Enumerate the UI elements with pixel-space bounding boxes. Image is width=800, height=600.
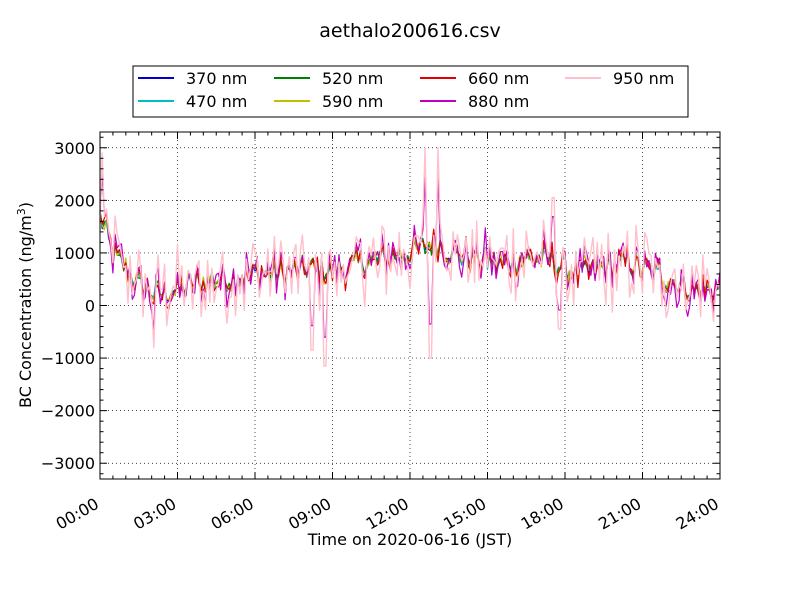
legend-label: 660 nm [468, 69, 529, 88]
y-tick-label: 0 [85, 297, 95, 316]
x-tick-label: 00:00 [53, 494, 102, 534]
y-tick-label: −1000 [41, 349, 95, 368]
legend-entry: 370 nm [138, 69, 247, 88]
legend-label: 880 nm [468, 92, 529, 111]
legend-entry: 470 nm [138, 92, 247, 111]
legend-entry: 590 nm [274, 92, 383, 111]
legend: 370 nm 470 nm 520 nm 590 nm 660 nm 880 nm 950 … [132, 65, 689, 118]
y-tick-label: 3000 [54, 139, 95, 158]
x-tick-label: 24:00 [673, 494, 722, 534]
x-tick-label: 09:00 [285, 494, 334, 534]
y-axis-label-superscript: 3 [15, 208, 28, 215]
x-axis-label: Time on 2020-06-16 (JST) [307, 530, 512, 549]
x-tick-label: 06:00 [208, 494, 257, 534]
chart-title: aethalo200616.csv [319, 20, 501, 42]
legend-box [132, 65, 689, 118]
legend-label: 370 nm [186, 69, 247, 88]
plot-area [99, 131, 721, 480]
y-axis-label-main: BC Concentration (ng/m [16, 215, 35, 408]
x-tick-label: 03:00 [130, 494, 179, 534]
legend-label: 520 nm [322, 69, 383, 88]
x-tick-label: 12:00 [363, 494, 412, 534]
x-tick-label: 15:00 [440, 494, 489, 534]
y-axis-label: BC Concentration (ng/m3) [15, 202, 35, 408]
legend-label: 950 nm [613, 69, 674, 88]
x-tick-label: 21:00 [595, 494, 644, 534]
legend-label: 470 nm [186, 92, 247, 111]
legend-entry: 880 nm [420, 92, 529, 111]
x-tick-label: 18:00 [518, 494, 567, 534]
y-axis-label-close: ) [16, 202, 35, 208]
y-tick-label: 2000 [54, 191, 95, 210]
legend-entry: 950 nm [565, 69, 674, 88]
y-tick-label: −3000 [41, 454, 95, 473]
series-line [99, 147, 721, 367]
legend-entry: 520 nm [274, 69, 383, 88]
series-line [99, 211, 721, 310]
legend-entry: 660 nm [420, 69, 529, 88]
y-tick-label: 1000 [54, 244, 95, 263]
legend-label: 590 nm [322, 92, 383, 111]
y-tick-label: −2000 [41, 402, 95, 421]
series-line [99, 173, 721, 338]
